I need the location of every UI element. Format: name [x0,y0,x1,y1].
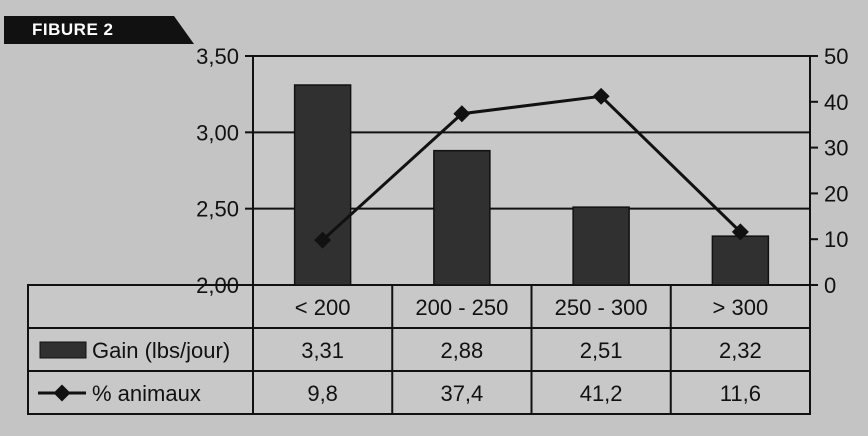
table-value: 37,4 [440,381,483,406]
y-right-tick-label: 20 [824,181,848,206]
legend-series-label: Gain (lbs/jour) [92,338,230,363]
table-value: 9,8 [307,381,338,406]
category-label: 250 - 300 [555,295,648,320]
y-right-tick-label: 50 [824,44,848,69]
line-point [314,231,332,249]
y-right-tick-label: 10 [824,227,848,252]
bar [572,206,630,286]
line-point [731,223,749,241]
category-label: 200 - 250 [415,295,508,320]
table-value: 3,31 [301,338,344,363]
bar [711,235,770,286]
line-point [592,87,610,105]
table-value: 11,6 [720,381,761,406]
y-left-tick-label: 2,00 [196,273,239,298]
legend-series-label: % animaux [92,381,201,406]
category-label: < 200 [295,295,351,320]
bar [293,84,352,286]
y-left-tick-label: 3,50 [196,44,239,69]
table-value: 2,88 [440,338,483,363]
y-right-tick-label: 40 [824,90,848,115]
table-value: 41,2 [580,381,623,406]
y-left-tick-label: 2,50 [196,197,239,222]
table-value: 2,51 [580,338,623,363]
category-label: > 300 [713,295,769,320]
bar [433,149,491,286]
line-point [453,105,471,123]
figure-label-text: FIBURE 2 [32,20,114,39]
table-value: 2,32 [719,338,762,363]
y-right-tick-label: 30 [824,136,848,161]
figure-label: FIBURE 2 [4,16,194,44]
y-right-tick-label: 0 [824,273,836,298]
legend-bar-swatch [39,341,87,359]
line-series [321,94,742,242]
y-left-tick-label: 3,00 [196,120,239,145]
